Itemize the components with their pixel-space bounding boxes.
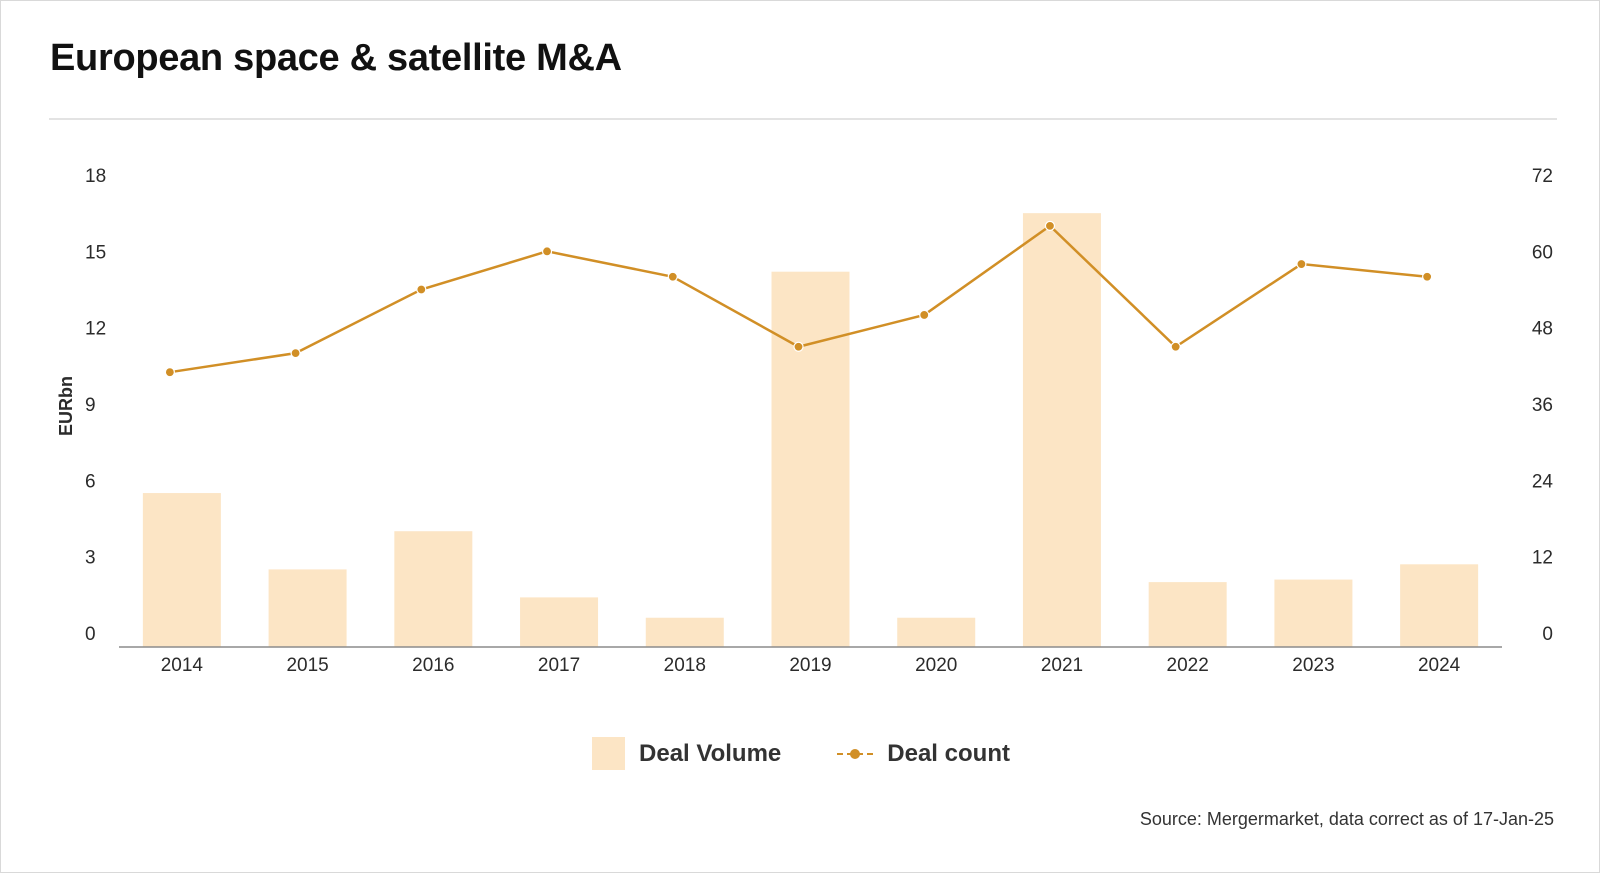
legend-count-label: Deal count bbox=[887, 739, 1010, 767]
chart-title: European space & satellite M&A bbox=[50, 37, 622, 79]
bar-2015 bbox=[268, 569, 347, 647]
x-tick-label: 2019 bbox=[789, 655, 831, 676]
point-2017 bbox=[541, 246, 553, 257]
bar-2017 bbox=[520, 597, 599, 647]
bar-2019 bbox=[771, 271, 850, 647]
bar-2023 bbox=[1274, 579, 1353, 647]
x-tick-label: 2021 bbox=[1041, 655, 1083, 676]
legend-volume-label: Deal Volume bbox=[639, 739, 782, 767]
right-tick-label: 72 bbox=[1532, 166, 1553, 187]
bar-2016 bbox=[394, 531, 473, 647]
title-divider bbox=[49, 118, 1557, 120]
x-tick-label: 2023 bbox=[1292, 655, 1334, 676]
point-2023 bbox=[1296, 258, 1307, 270]
right-tick-label: 48 bbox=[1532, 319, 1553, 340]
x-tick-label: 2024 bbox=[1418, 655, 1461, 676]
bar-2020 bbox=[897, 617, 976, 647]
x-tick-label: 2014 bbox=[161, 655, 204, 676]
x-tick-label: 2020 bbox=[915, 655, 957, 676]
deal-volume-bars bbox=[142, 213, 1479, 647]
left-tick-label: 9 bbox=[85, 395, 96, 416]
x-tick-label: 2018 bbox=[664, 655, 706, 676]
y-axis-label: EURbn bbox=[56, 376, 76, 436]
legend-item-deal-volume: Deal Volume bbox=[592, 737, 781, 770]
point-2014 bbox=[164, 367, 175, 378]
bar-2021 bbox=[1022, 213, 1101, 647]
x-tick-label: 2016 bbox=[412, 655, 454, 676]
point-2019 bbox=[793, 341, 804, 352]
right-tick-label: 60 bbox=[1532, 242, 1553, 263]
left-axis-ticks: 0 3 6 9 12 15 18 bbox=[85, 166, 106, 645]
left-tick-label: 18 bbox=[85, 166, 106, 187]
left-tick-label: 3 bbox=[85, 548, 96, 569]
right-tick-label: 0 bbox=[1542, 624, 1553, 645]
point-2016 bbox=[416, 284, 427, 295]
right-axis-ticks: 0 12 24 36 48 60 72 bbox=[1532, 166, 1554, 645]
legend-bar-swatch bbox=[592, 737, 626, 770]
right-tick-label: 12 bbox=[1532, 548, 1553, 569]
legend-line-swatch bbox=[837, 748, 874, 760]
point-2018 bbox=[667, 271, 678, 282]
left-tick-label: 12 bbox=[85, 319, 106, 340]
left-tick-label: 15 bbox=[85, 242, 106, 263]
bar-2018 bbox=[645, 617, 724, 647]
right-tick-label: 36 bbox=[1532, 395, 1553, 416]
x-tick-label: 2022 bbox=[1167, 655, 1209, 676]
right-tick-label: 24 bbox=[1532, 471, 1554, 492]
point-2015 bbox=[290, 348, 301, 359]
point-2021 bbox=[1044, 220, 1056, 231]
legend-item-deal-count: Deal count bbox=[837, 740, 1010, 768]
deal-count-points bbox=[164, 220, 1433, 378]
point-2022 bbox=[1170, 341, 1181, 352]
x-tick-label: 2015 bbox=[286, 655, 328, 676]
source-note: Source: Mergermarket, data correct as of… bbox=[1139, 809, 1554, 829]
x-tick-label: 2017 bbox=[538, 655, 580, 676]
bar-2024 bbox=[1400, 564, 1479, 647]
bar-2022 bbox=[1148, 582, 1227, 647]
point-2020 bbox=[919, 309, 930, 321]
left-tick-label: 6 bbox=[85, 471, 96, 492]
left-tick-label: 0 bbox=[85, 624, 96, 645]
x-axis-ticks: 2014 2015 2016 2017 2018 2019 2020 2021 2022 2023… bbox=[161, 655, 1461, 676]
chart-legend: Deal Volume Deal count bbox=[1, 737, 1600, 770]
point-2024 bbox=[1422, 271, 1433, 282]
bar-2014 bbox=[142, 493, 221, 647]
